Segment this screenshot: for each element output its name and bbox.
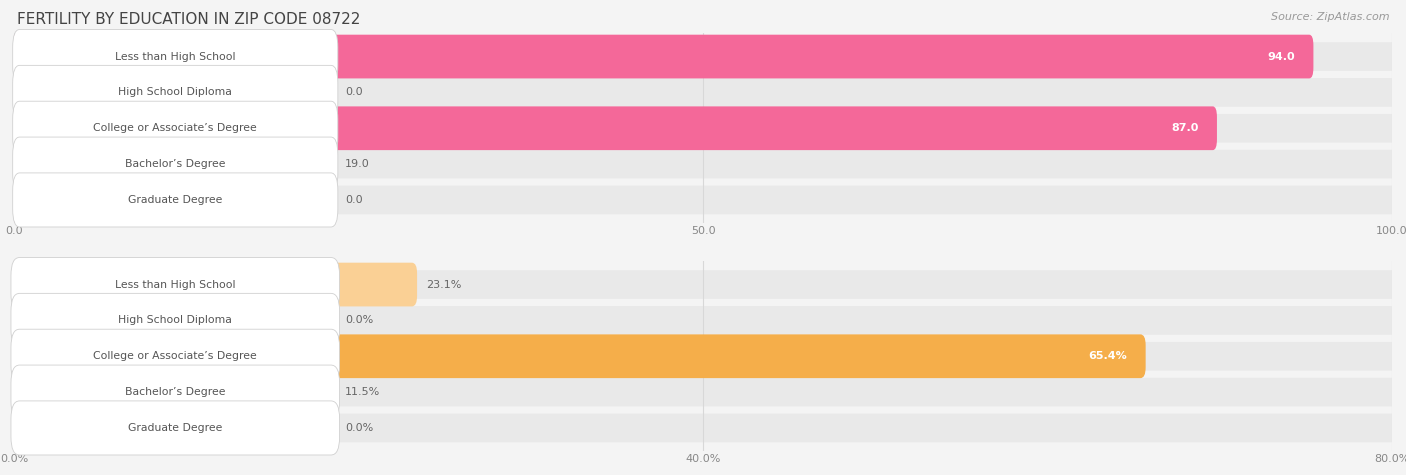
Text: 87.0: 87.0 (1171, 123, 1199, 133)
FancyBboxPatch shape (14, 306, 1392, 335)
FancyBboxPatch shape (14, 114, 1392, 142)
FancyBboxPatch shape (8, 370, 218, 414)
FancyBboxPatch shape (13, 101, 337, 155)
FancyBboxPatch shape (8, 263, 418, 306)
FancyBboxPatch shape (11, 401, 340, 455)
Text: Bachelor’s Degree: Bachelor’s Degree (125, 159, 225, 169)
Text: 0.0%: 0.0% (344, 315, 373, 325)
Text: 11.5%: 11.5% (344, 387, 380, 397)
Text: Graduate Degree: Graduate Degree (128, 423, 222, 433)
FancyBboxPatch shape (11, 294, 340, 347)
Text: 0.0: 0.0 (344, 87, 363, 97)
FancyBboxPatch shape (14, 378, 1392, 407)
Text: 65.4%: 65.4% (1088, 351, 1126, 361)
FancyBboxPatch shape (14, 186, 1392, 214)
Text: Bachelor’s Degree: Bachelor’s Degree (125, 387, 225, 397)
Text: 94.0: 94.0 (1268, 52, 1295, 62)
FancyBboxPatch shape (8, 298, 44, 342)
Text: College or Associate’s Degree: College or Associate’s Degree (93, 123, 257, 133)
FancyBboxPatch shape (8, 334, 1146, 378)
FancyBboxPatch shape (13, 173, 337, 227)
Text: 23.1%: 23.1% (426, 280, 461, 290)
FancyBboxPatch shape (14, 78, 1392, 107)
FancyBboxPatch shape (10, 178, 44, 222)
FancyBboxPatch shape (13, 29, 337, 84)
FancyBboxPatch shape (11, 365, 340, 419)
FancyBboxPatch shape (10, 106, 1218, 150)
Text: Source: ZipAtlas.com: Source: ZipAtlas.com (1271, 12, 1389, 22)
Text: Less than High School: Less than High School (115, 52, 236, 62)
FancyBboxPatch shape (13, 66, 337, 119)
FancyBboxPatch shape (10, 142, 280, 186)
Text: FERTILITY BY EDUCATION IN ZIP CODE 08722: FERTILITY BY EDUCATION IN ZIP CODE 08722 (17, 12, 360, 27)
FancyBboxPatch shape (14, 42, 1392, 71)
FancyBboxPatch shape (10, 35, 1313, 78)
FancyBboxPatch shape (14, 270, 1392, 299)
Text: High School Diploma: High School Diploma (118, 315, 232, 325)
Text: High School Diploma: High School Diploma (118, 87, 232, 97)
Text: Graduate Degree: Graduate Degree (128, 195, 222, 205)
Text: 0.0: 0.0 (344, 195, 363, 205)
Text: 19.0: 19.0 (344, 159, 370, 169)
Text: College or Associate’s Degree: College or Associate’s Degree (93, 351, 257, 361)
FancyBboxPatch shape (13, 137, 337, 191)
FancyBboxPatch shape (8, 406, 44, 450)
FancyBboxPatch shape (14, 342, 1392, 370)
FancyBboxPatch shape (11, 329, 340, 383)
Text: 0.0%: 0.0% (344, 423, 373, 433)
FancyBboxPatch shape (14, 150, 1392, 179)
Text: Less than High School: Less than High School (115, 280, 236, 290)
FancyBboxPatch shape (14, 414, 1392, 442)
FancyBboxPatch shape (10, 70, 44, 114)
FancyBboxPatch shape (11, 257, 340, 312)
